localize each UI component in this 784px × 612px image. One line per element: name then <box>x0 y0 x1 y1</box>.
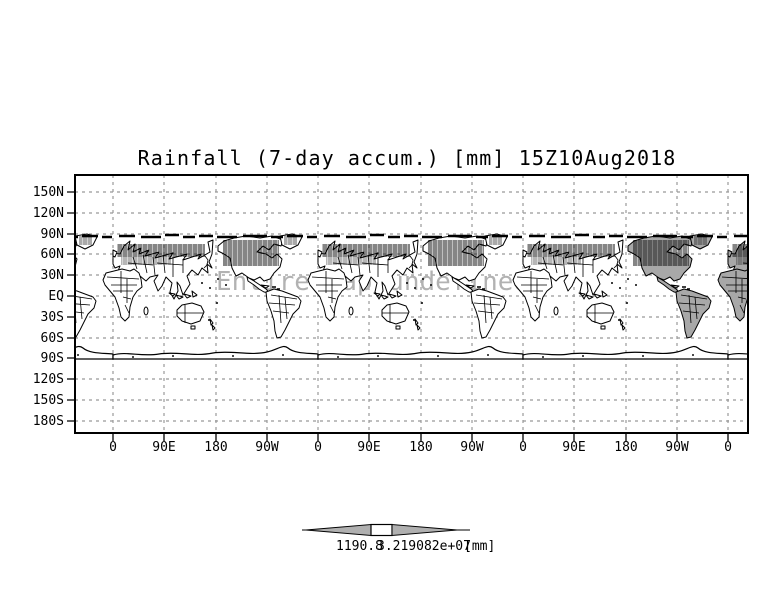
y-tick-label: 60N <box>40 247 64 262</box>
y-tick-label: 30S <box>40 310 64 325</box>
world-map <box>76 233 747 361</box>
y-tick-label: 90N <box>40 227 64 242</box>
x-tick-label: 90E <box>562 440 586 455</box>
x-tick-label: 0 <box>314 440 322 455</box>
x-tick-label: 0 <box>519 440 527 455</box>
y-tick-label: 30N <box>40 268 64 283</box>
colorbar-unit-label: [mm] <box>464 539 496 554</box>
y-tick-label: 150S <box>32 393 64 408</box>
y-tick-label: 120N <box>32 206 64 221</box>
y-tick-label: 90S <box>40 351 64 366</box>
plot-frame <box>74 174 749 434</box>
colorbar-min-label: 1190.8 <box>336 539 383 554</box>
y-tick-label: EQ <box>48 289 64 304</box>
y-tick-label: 60S <box>40 331 64 346</box>
y-tick-label: 180S <box>32 414 64 429</box>
x-tick-label: 180 <box>204 440 228 455</box>
gridlines <box>75 175 748 433</box>
axis-ticks <box>67 191 729 441</box>
x-tick-label: 180 <box>614 440 638 455</box>
x-tick-label: 90E <box>152 440 176 455</box>
y-tick-label: 150N <box>32 185 64 200</box>
x-tick-label: 90W <box>665 440 689 455</box>
colorbar-max-label: 3.219082e+07 <box>377 539 471 554</box>
x-tick-label: 90E <box>357 440 381 455</box>
colorbar-left-arrow-icon <box>305 523 372 537</box>
x-tick-label: 0 <box>109 440 117 455</box>
colorbar-right-arrow-icon <box>391 523 458 537</box>
y-tick-label: 120S <box>32 372 64 387</box>
x-tick-label: 90W <box>460 440 484 455</box>
x-tick-label: 0 <box>724 440 732 455</box>
page-title: Rainfall (7-day accum.) [mm] 15Z10Aug201… <box>137 146 677 170</box>
colorbar <box>302 523 470 537</box>
colorbar-box <box>370 523 393 537</box>
x-tick-label: 90W <box>255 440 279 455</box>
x-tick-label: 180 <box>409 440 433 455</box>
